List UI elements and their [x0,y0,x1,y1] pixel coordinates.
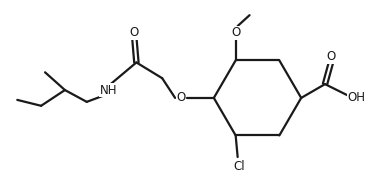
Text: OH: OH [348,91,366,104]
Text: O: O [326,50,336,63]
Text: NH: NH [100,84,117,97]
Text: Cl: Cl [234,160,245,173]
Text: O: O [231,26,240,39]
Text: O: O [176,91,186,104]
Text: O: O [130,26,139,39]
